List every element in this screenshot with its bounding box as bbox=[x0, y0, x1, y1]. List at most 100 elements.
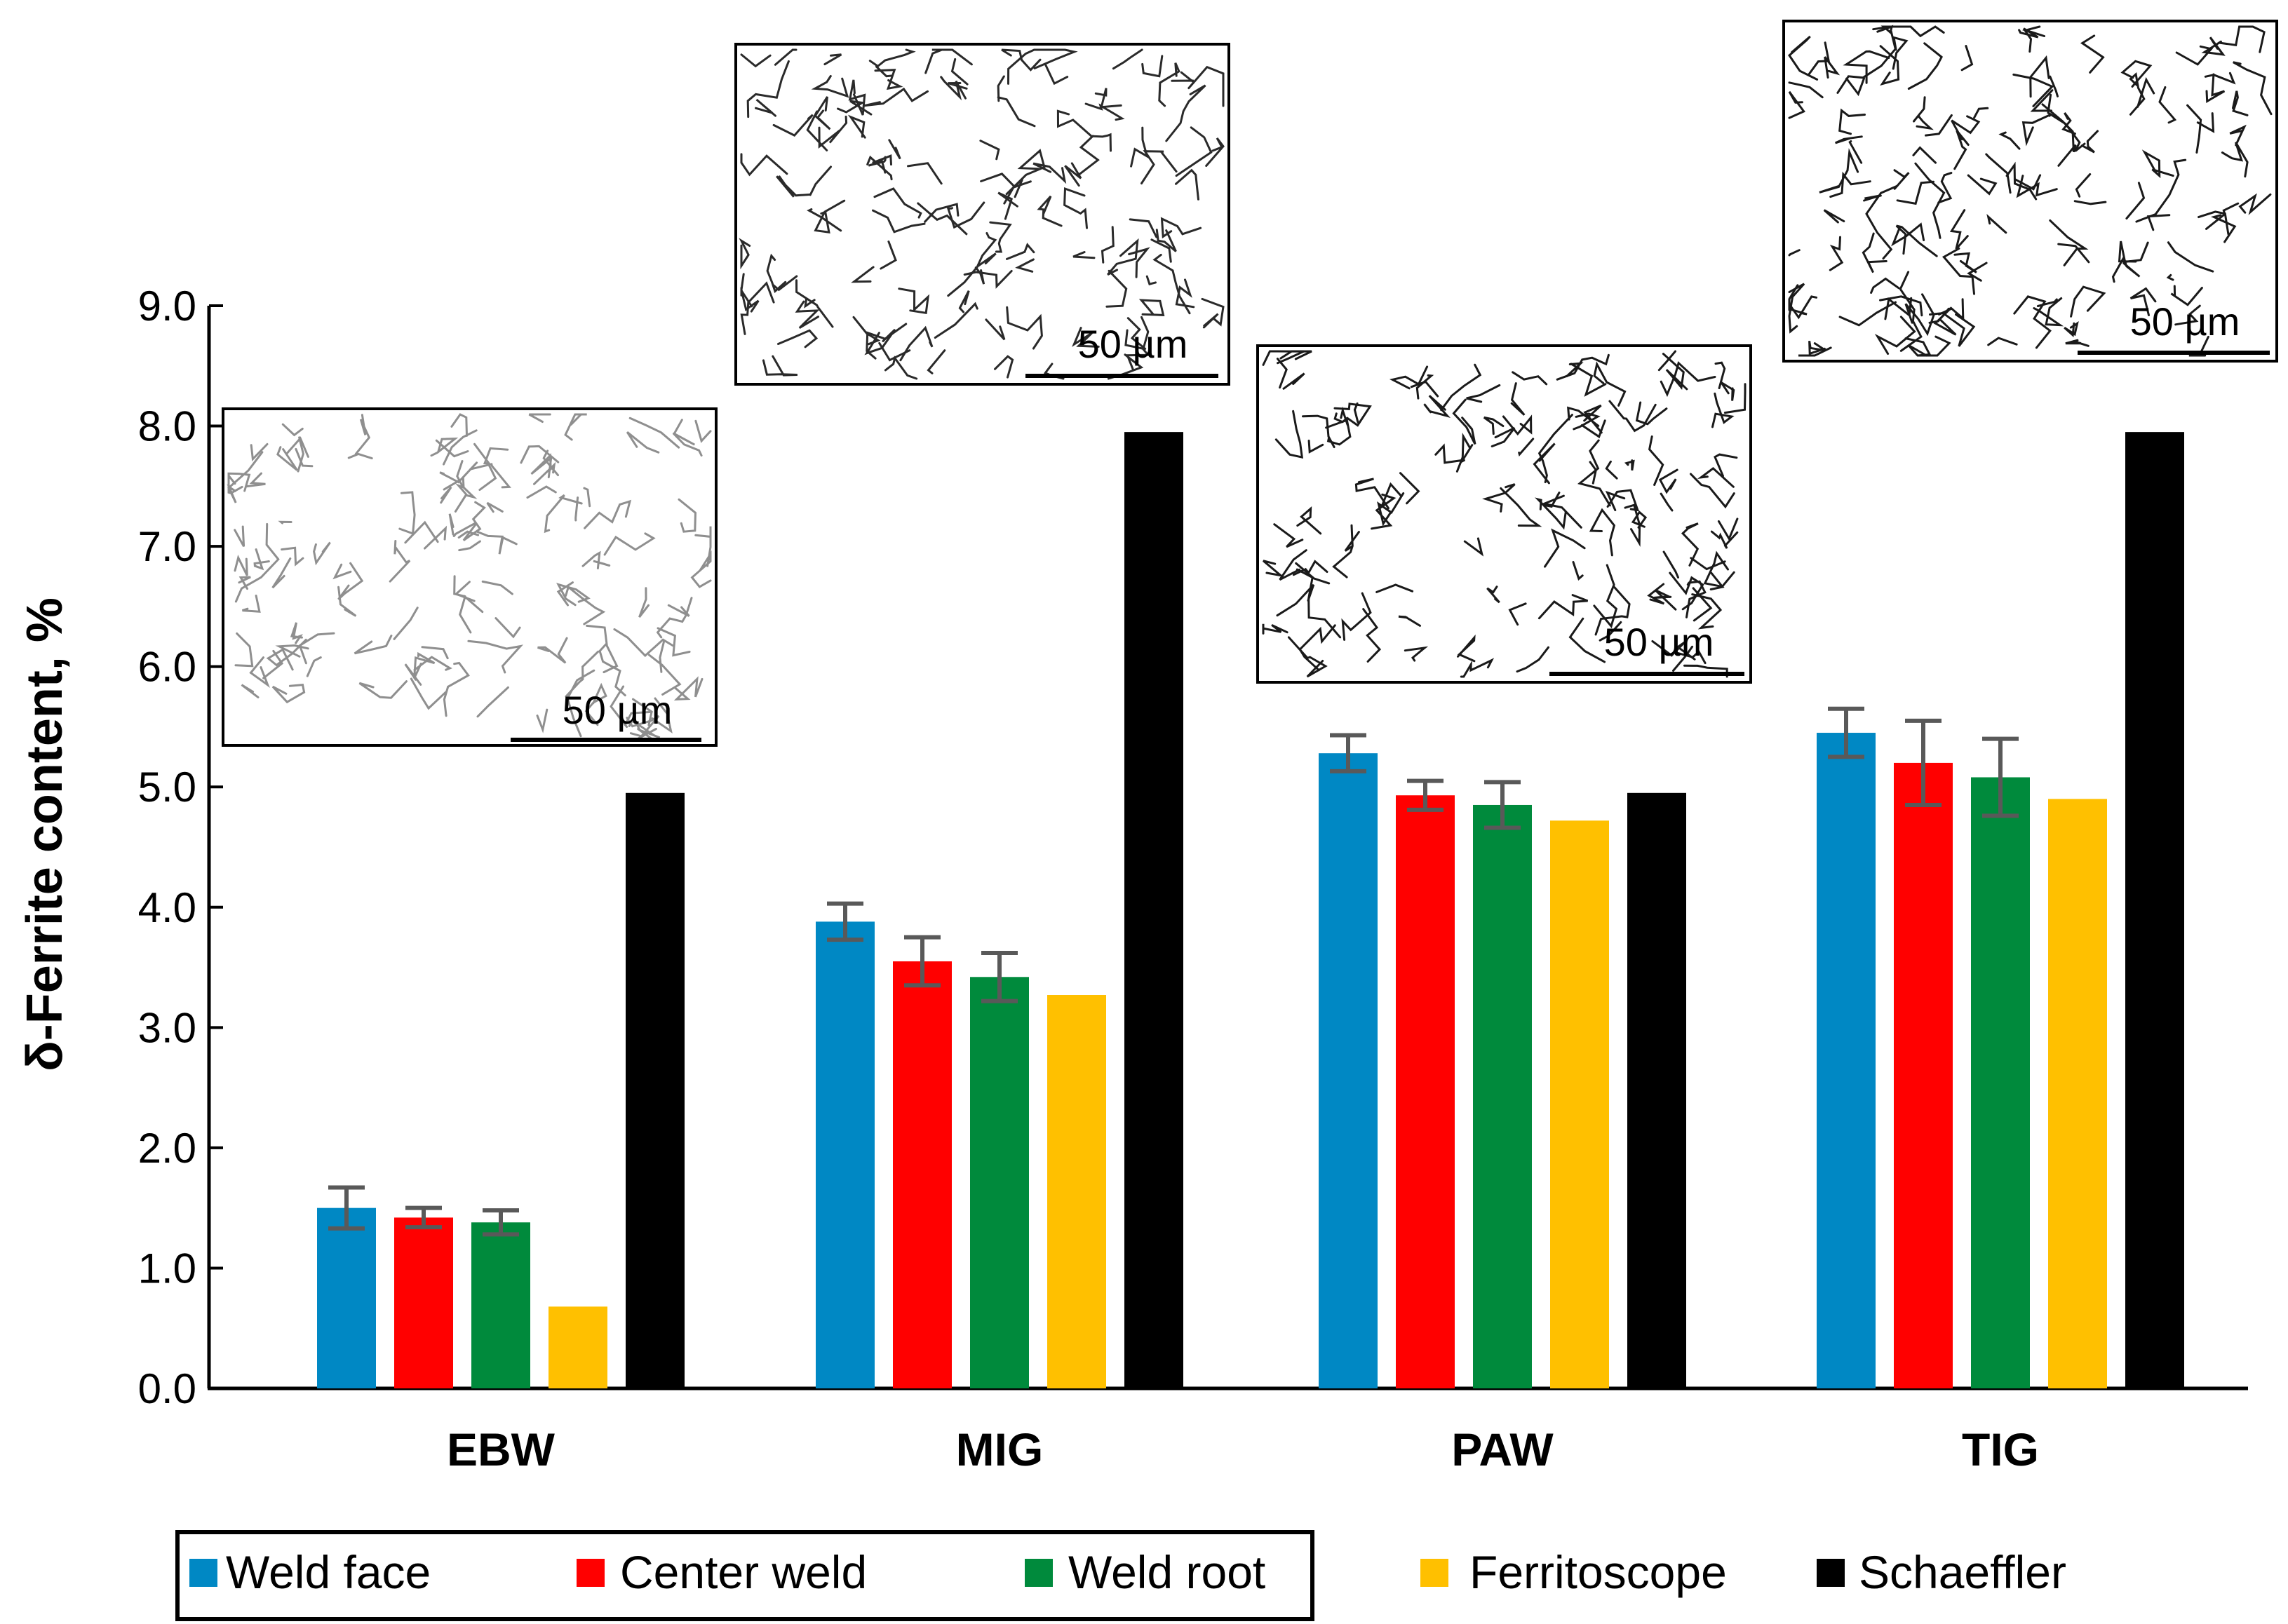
scale-bar-label: 50 µm bbox=[1604, 620, 1714, 664]
grain-boundary bbox=[586, 624, 619, 674]
grain-boundary bbox=[1583, 404, 1603, 434]
grain-boundary bbox=[610, 685, 628, 729]
grain-boundary bbox=[2186, 104, 2202, 154]
grain-boundary bbox=[924, 203, 960, 223]
grain-boundary bbox=[626, 715, 660, 738]
grain-boundary bbox=[1709, 571, 1725, 590]
grain-boundary bbox=[1942, 247, 1975, 295]
grain-boundary bbox=[1333, 402, 1372, 427]
grain-boundary bbox=[313, 541, 331, 566]
grain-boundary bbox=[1589, 508, 1616, 557]
grain-boundary bbox=[814, 96, 831, 130]
grain-boundary bbox=[980, 172, 1023, 198]
grain-boundary bbox=[694, 419, 712, 443]
grain-boundary bbox=[1295, 562, 1331, 585]
bar-mig-schaeffler bbox=[1124, 432, 1183, 1389]
grain-boundary bbox=[2233, 61, 2273, 116]
grain-boundary bbox=[2049, 75, 2059, 97]
grain-boundary bbox=[1714, 453, 1738, 478]
grain-boundary bbox=[795, 279, 834, 328]
bar-tig-weld-face bbox=[1817, 733, 1876, 1388]
grain-boundary bbox=[1282, 372, 1305, 390]
grain-boundary bbox=[1662, 550, 1679, 578]
grain-boundary bbox=[2012, 73, 2054, 107]
grain-boundary bbox=[2021, 113, 2052, 147]
grain-boundary bbox=[1150, 238, 1172, 263]
grain-boundary bbox=[249, 656, 270, 688]
grain-boundary bbox=[795, 300, 820, 329]
grain-boundary bbox=[1483, 416, 1505, 435]
grain-boundary bbox=[1916, 115, 1934, 130]
grain-boundary bbox=[2061, 112, 2076, 135]
grain-boundary bbox=[1937, 172, 1953, 204]
grain-boundary bbox=[2146, 214, 2171, 231]
grain-boundary bbox=[898, 287, 930, 315]
grain-boundary bbox=[2070, 285, 2106, 318]
grain-boundary bbox=[556, 581, 574, 607]
bar-ebw-center-weld bbox=[394, 1217, 453, 1388]
grain-boundary bbox=[863, 87, 929, 107]
x-label-tig: TIG bbox=[1962, 1423, 2039, 1475]
grain-boundary bbox=[804, 298, 816, 309]
grain-boundary bbox=[1276, 583, 1315, 617]
grain-boundary bbox=[1389, 365, 1429, 390]
grain-boundary bbox=[1171, 71, 1195, 83]
grain-boundary bbox=[1605, 460, 1618, 480]
grain-boundary bbox=[2014, 174, 2042, 191]
bar-mig-weld-root bbox=[970, 977, 1029, 1388]
grain-boundary bbox=[1862, 232, 1887, 273]
grain-boundary bbox=[1987, 337, 2018, 346]
grain-boundary bbox=[1296, 506, 1322, 535]
grain-boundary bbox=[888, 139, 901, 160]
grain-boundary bbox=[1823, 209, 1845, 224]
grain-boundary bbox=[2005, 161, 2038, 201]
grain-boundary bbox=[1874, 316, 1916, 355]
grain-boundary bbox=[1205, 137, 1225, 167]
grain-boundary bbox=[295, 447, 314, 468]
grain-boundary bbox=[1262, 623, 1288, 635]
grain-boundary bbox=[297, 436, 304, 473]
y-tick-label: 8.0 bbox=[138, 403, 196, 450]
bars bbox=[317, 432, 2184, 1389]
grain-boundary bbox=[746, 60, 790, 119]
bar-mig-center-weld bbox=[893, 961, 952, 1388]
legend-swatch bbox=[1817, 1559, 1845, 1587]
bar-paw-weld-face bbox=[1319, 753, 1378, 1388]
grain-boundary bbox=[1084, 102, 1125, 121]
grain-boundary bbox=[275, 644, 309, 658]
grain-boundary bbox=[673, 419, 696, 446]
grain-boundary bbox=[1015, 258, 1035, 273]
grain-boundary bbox=[494, 617, 521, 639]
grain-boundary bbox=[823, 53, 842, 66]
legend-item-weld-face: Weld face bbox=[189, 1546, 431, 1598]
grain-boundary bbox=[298, 632, 335, 665]
grain-boundary bbox=[469, 463, 511, 489]
grain-boundary bbox=[1138, 299, 1165, 316]
grain-boundary bbox=[809, 165, 832, 196]
error-bar-tig-weld-root bbox=[1982, 736, 2019, 818]
grain-boundary bbox=[740, 273, 760, 313]
grain-boundary bbox=[1654, 589, 1677, 611]
micrograph-insets: 50 µm 50 µm 50 µm 50 µm bbox=[222, 20, 2278, 747]
grain-boundary bbox=[528, 413, 551, 423]
grain-boundary bbox=[1398, 615, 1421, 627]
grain-boundary bbox=[950, 57, 969, 86]
grain-boundary bbox=[1808, 340, 1826, 356]
grain-boundary bbox=[285, 436, 309, 458]
grain-boundary bbox=[478, 464, 497, 492]
grain-boundary bbox=[907, 162, 943, 185]
grain-boundary bbox=[1094, 88, 1122, 109]
grain-boundary bbox=[2064, 320, 2079, 337]
grain-boundary bbox=[2238, 193, 2272, 215]
y-tick-label: 1.0 bbox=[138, 1245, 196, 1292]
grain-boundary bbox=[837, 100, 873, 116]
error-bar-mig-weld-root bbox=[981, 950, 1018, 1003]
grain-boundary bbox=[337, 562, 364, 600]
grain-boundary bbox=[526, 485, 557, 499]
y-tick-label: 4.0 bbox=[138, 884, 196, 931]
grain-boundary bbox=[777, 329, 819, 349]
grain-boundary bbox=[1876, 25, 1904, 35]
grain-boundary bbox=[1434, 443, 1474, 464]
grain-boundary bbox=[2057, 243, 2090, 264]
grain-boundary bbox=[1063, 187, 1088, 229]
